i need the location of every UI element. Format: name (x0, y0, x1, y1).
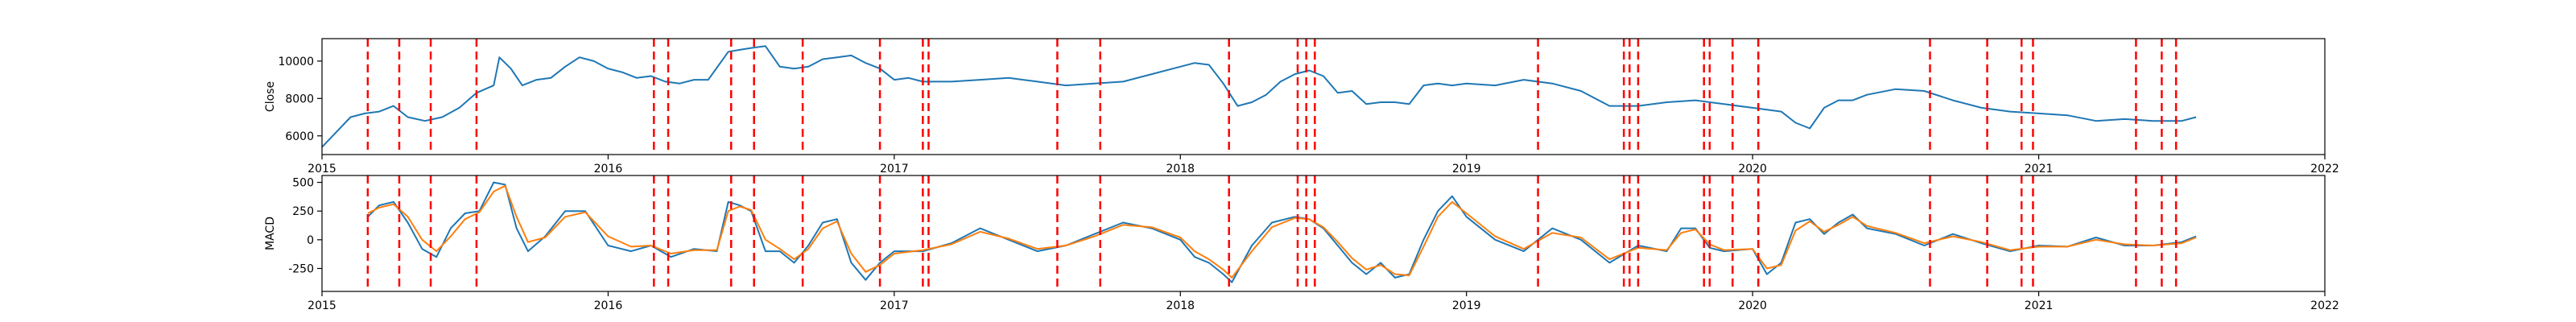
x-tick-label: 2020 (1738, 299, 1767, 312)
x-tick-label: 2015 (308, 299, 336, 312)
x-tick-label: 2022 (2310, 163, 2339, 175)
y-tick-label: 10000 (278, 56, 314, 68)
x-tick-label: 2022 (2310, 299, 2339, 312)
x-tick-label: 2016 (594, 299, 623, 312)
x-tick-label: 2018 (1166, 299, 1195, 312)
plot-background (322, 39, 2325, 155)
y-tick-label: 6000 (285, 130, 314, 143)
y-tick-label: 0 (307, 234, 314, 247)
series-line-1 (367, 181, 2197, 283)
x-tick-label: 2018 (1166, 163, 1195, 175)
x-tick-label: 2019 (1452, 299, 1481, 312)
x-tick-label: 2020 (1738, 163, 1767, 175)
series-line-1 (322, 45, 2197, 148)
y-axis-label: Close (264, 81, 277, 112)
y-tick-label: 250 (292, 205, 314, 218)
y-tick-label: -250 (288, 262, 314, 275)
x-tick-label: 2017 (880, 299, 909, 312)
plot-frame (321, 175, 2326, 292)
x-tick-label: 2021 (2025, 299, 2054, 312)
plot-frame (321, 38, 2326, 155)
chart-panel-1: 2015 2016 2017 2018 2019 2020 2021 2022 6000 8000… (264, 38, 2339, 175)
y-tick-label: 8000 (285, 93, 314, 105)
x-tick-label: 2019 (1452, 163, 1481, 175)
x-tick-label: 2016 (594, 163, 623, 175)
chart-panel-2: 2015 2016 2017 2018 2019 2020 2021 2022 -250 0 250… (264, 175, 2339, 312)
y-axis-label: MACD (264, 217, 277, 250)
series-line-2 (367, 184, 2197, 279)
y-tick-label: 500 (292, 177, 314, 190)
x-tick-label: 2015 (308, 163, 336, 175)
x-tick-label: 2021 (2025, 163, 2054, 175)
plot-background (322, 175, 2325, 291)
x-tick-label: 2017 (880, 163, 909, 175)
